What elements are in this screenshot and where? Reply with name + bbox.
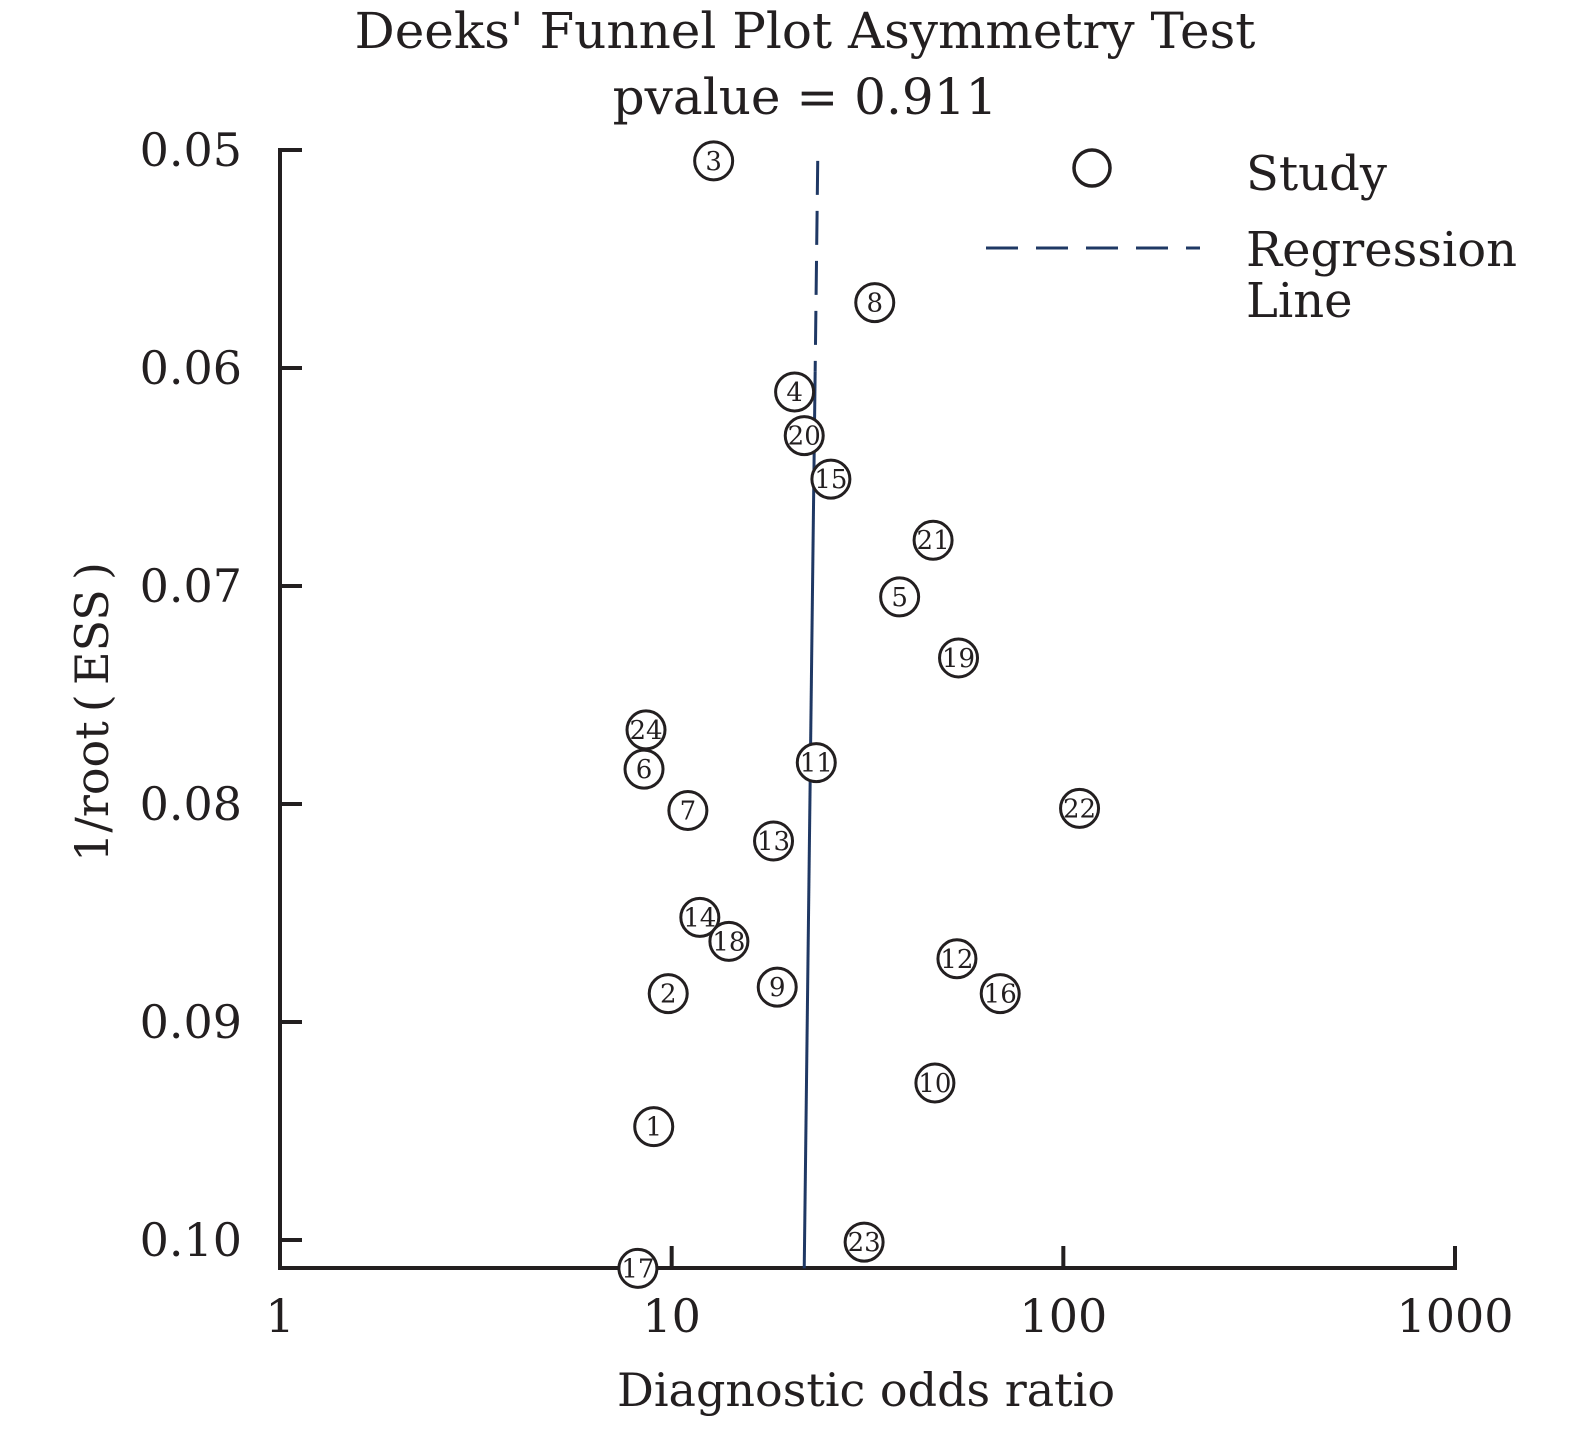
y-tick-label: 0.08: [140, 777, 242, 831]
study-label: 13: [757, 827, 790, 857]
y-tick-label: 0.09: [140, 995, 242, 1049]
study-marker: [854, 282, 896, 324]
study-marker: [667, 790, 709, 832]
study-marker: [708, 920, 750, 962]
study-label: 6: [636, 755, 653, 785]
x-tick-label: 1000: [1396, 1289, 1513, 1343]
study-marker: [617, 1247, 659, 1289]
study-label: 17: [621, 1254, 654, 1284]
study-label: 7: [680, 797, 697, 827]
study-label: 24: [629, 716, 662, 746]
study-point-8: 8: [854, 282, 896, 324]
study-label: 16: [984, 980, 1017, 1010]
y-tick-label: 0.07: [140, 559, 242, 613]
study-marker: [843, 1221, 885, 1263]
study-point-2: 2: [647, 973, 689, 1015]
regression-line-dashed: [813, 160, 820, 372]
study-marker: [914, 1062, 956, 1104]
study-label: 12: [940, 945, 973, 975]
study-point-1: 1: [633, 1106, 675, 1148]
study-label: 15: [814, 465, 847, 495]
legend: Study Regression Line: [986, 146, 1517, 329]
study-marker: [647, 973, 689, 1015]
study-point-24: 24: [625, 709, 667, 751]
study-label: 8: [866, 289, 883, 319]
study-marker: [625, 709, 667, 751]
study-point-15: 15: [810, 458, 852, 500]
study-marker: [912, 519, 954, 561]
study-label: 20: [788, 422, 821, 452]
study-point-19: 19: [938, 637, 980, 679]
study-label: 1: [645, 1113, 662, 1143]
study-label: 22: [1063, 794, 1096, 824]
x-tick-label: 10: [642, 1289, 701, 1343]
legend-study-label: Study: [1246, 146, 1387, 202]
x-axis-label: Diagnostic odds ratio: [617, 1363, 1115, 1417]
study-marker: [756, 966, 798, 1008]
y-axis-label: 1/root ( ESS ): [65, 562, 119, 862]
study-label: 5: [891, 583, 908, 613]
regression-line: [802, 160, 820, 1269]
study-label: 9: [769, 973, 786, 1003]
study-point-6: 6: [623, 748, 665, 790]
study-marker: [783, 415, 825, 457]
study-label: 2: [660, 980, 677, 1010]
study-point-17: 17: [617, 1247, 659, 1289]
y-tick-label: 0.06: [140, 341, 242, 395]
study-marker: [1059, 787, 1101, 829]
x-axis: 1 10 100 1000: [265, 1246, 1514, 1343]
y-tick-label: 0.05: [140, 123, 242, 177]
study-point-20: 20: [783, 415, 825, 457]
study-label: 14: [683, 903, 716, 933]
study-label: 18: [712, 927, 745, 957]
study-marker: [936, 938, 978, 980]
study-label: 23: [848, 1228, 881, 1258]
study-point-22: 22: [1059, 787, 1101, 829]
x-tick-label: 100: [1019, 1289, 1107, 1343]
study-marker: [774, 371, 816, 413]
study-label: 11: [800, 749, 833, 779]
study-point-7: 7: [667, 790, 709, 832]
regression-line-solid: [802, 371, 817, 1269]
study-point-9: 9: [756, 966, 798, 1008]
study-marker: [753, 820, 795, 862]
study-label: 19: [942, 644, 975, 674]
study-label: 3: [705, 147, 722, 177]
study-point-18: 18: [708, 920, 750, 962]
study-marker: [810, 458, 852, 500]
study-label: 4: [786, 378, 803, 408]
y-axis: 0.05 0.06 0.07 0.08 0.09 0.10: [140, 123, 302, 1270]
study-marker: [679, 896, 721, 938]
study-point-23: 23: [843, 1221, 885, 1263]
study-marker: [938, 637, 980, 679]
study-label: 21: [917, 526, 950, 556]
study-point-3: 3: [693, 140, 735, 182]
y-tick-label: 0.10: [140, 1213, 242, 1267]
study-point-4: 4: [774, 371, 816, 413]
legend-study-marker: [1072, 148, 1112, 188]
chart-title: Deeks' Funnel Plot Asymmetry Test: [355, 2, 1256, 60]
chart-subtitle: pvalue = 0.911: [613, 68, 998, 126]
study-point-5: 5: [879, 576, 921, 618]
legend-regression-label-line2: Line: [1246, 273, 1353, 329]
study-marker: [795, 742, 837, 784]
legend-regression-label-line1: Regression: [1246, 222, 1517, 278]
study-point-11: 11: [795, 742, 837, 784]
study-point-14: 14: [679, 896, 721, 938]
study-label: 10: [918, 1069, 951, 1099]
x-tick-label: 1: [265, 1289, 294, 1343]
study-marker: [979, 973, 1021, 1015]
study-marker: [693, 140, 735, 182]
study-marker: [879, 576, 921, 618]
study-point-10: 10: [914, 1062, 956, 1104]
study-marker: [633, 1106, 675, 1148]
study-point-12: 12: [936, 938, 978, 980]
study-point-16: 16: [979, 973, 1021, 1015]
study-point-21: 21: [912, 519, 954, 561]
study-point-13: 13: [753, 820, 795, 862]
